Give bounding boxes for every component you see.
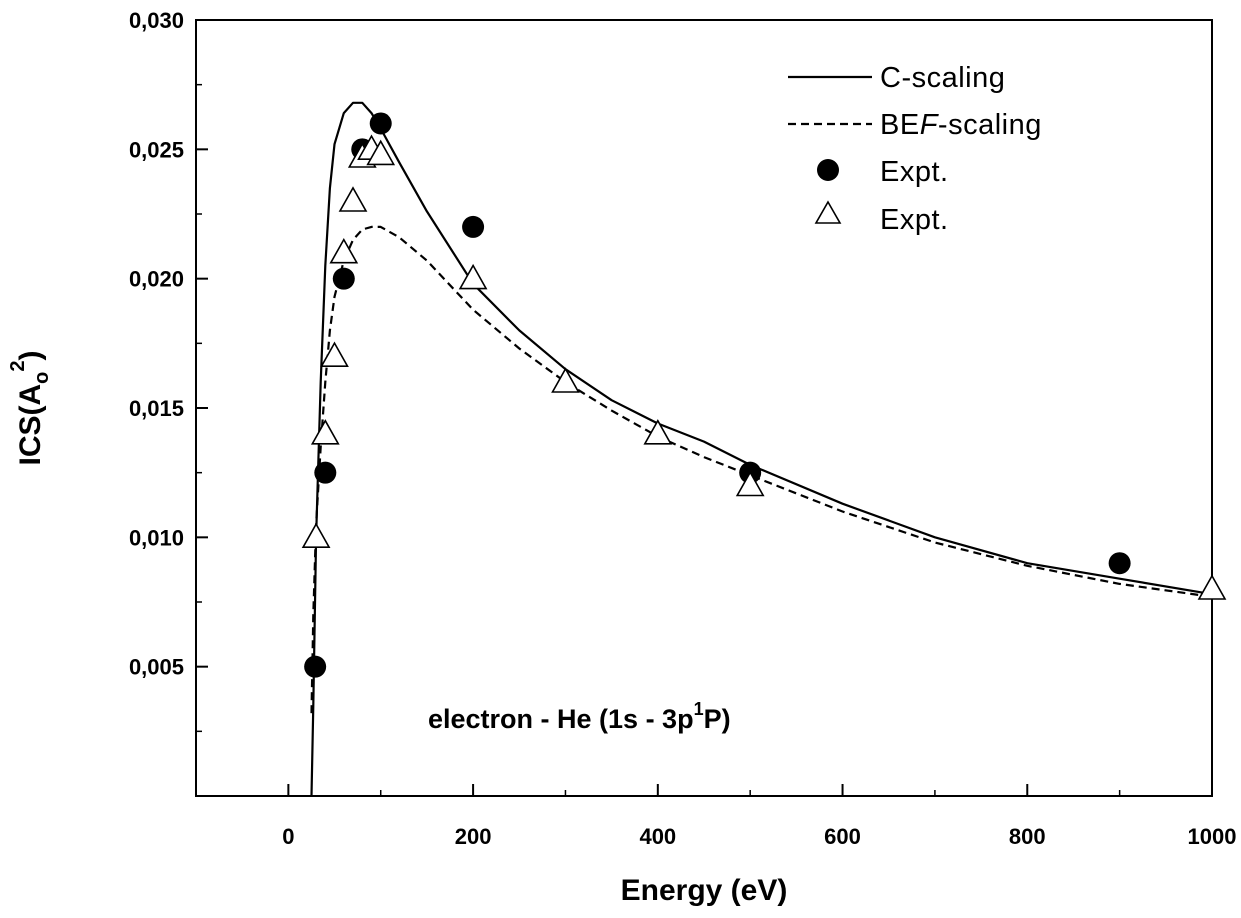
x-tick-label: 600 — [824, 824, 861, 849]
plot-frame — [195, 19, 1213, 797]
annotation-post: P) — [704, 704, 731, 734]
x-axis-ticks: 0 200 400 600 800 1000 — [282, 784, 1236, 849]
expt-triangle-point — [329, 237, 359, 264]
y-tick-label: 0,030 — [129, 8, 184, 33]
expt-circle-point — [1108, 552, 1131, 575]
expt-circle-point — [462, 215, 485, 238]
y-axis-title-main: ICS(A — [14, 384, 47, 466]
legend-expt-circle-label: Expt. — [880, 156, 949, 188]
expt-circle-point — [314, 461, 337, 484]
expt-triangle-point — [338, 186, 368, 212]
legend-bef-scaling-label: BEF-scaling — [880, 109, 1042, 141]
expt-triangle-point — [310, 419, 340, 445]
x-tick-label: 800 — [1009, 824, 1046, 849]
y-tick-label: 0,025 — [129, 137, 184, 162]
c-scaling-line — [310, 101, 1213, 797]
expt-circle-point — [304, 655, 327, 678]
y-axis-title: ICS(Ao2) — [7, 350, 53, 465]
legend-bef-rest: -scaling — [938, 109, 1042, 141]
expt-triangle-point — [1197, 574, 1227, 600]
legend-expt-triangle-label: Expt. — [880, 204, 949, 236]
x-tick-label: 1000 — [1188, 824, 1237, 849]
expt-triangle-point — [301, 522, 331, 549]
expt-triangle-point — [551, 367, 580, 393]
x-tick-label: 200 — [455, 824, 492, 849]
legend-circle-marker — [817, 159, 839, 181]
expt-circle-point — [369, 112, 392, 135]
x-tick-label: 0 — [282, 824, 294, 849]
annotation-sup: 1 — [694, 699, 704, 719]
legend-bef-be: BE — [880, 109, 920, 141]
legend: C-scaling BEF-scaling Expt. Expt. — [788, 62, 1042, 236]
bef-scaling-line — [310, 225, 1213, 714]
y-axis-title-sup: 2 — [7, 360, 29, 371]
expt-triangle-point — [643, 419, 673, 445]
expt-circle-point — [332, 267, 355, 290]
expt-triangle-point — [320, 341, 349, 368]
expt-triangle-point — [735, 470, 765, 497]
expt-triangle-point — [458, 263, 488, 290]
y-tick-label: 0,005 — [129, 655, 184, 680]
x-axis-title: Energy (eV) — [621, 874, 788, 907]
y-axis-ticks: 0,005 0,010 0,015 0,020 0,025 0,030 — [129, 8, 208, 680]
y-minor-ticks — [196, 83, 202, 733]
annotation-main: electron - He (1s - 3p — [428, 704, 694, 734]
expt-triangle-point — [366, 139, 396, 166]
y-tick-label: 0,010 — [129, 525, 184, 550]
x-minor-ticks — [195, 790, 1121, 796]
series-layer — [301, 101, 1227, 797]
y-tick-label: 0,020 — [129, 267, 184, 292]
y-axis-title-sub: o — [31, 372, 53, 384]
legend-triangle-marker — [814, 200, 842, 224]
legend-c-scaling-label: C-scaling — [880, 62, 1005, 94]
x-tick-label: 400 — [639, 824, 676, 849]
legend-bef-f: F — [920, 109, 940, 141]
reaction-annotation: electron - He (1s - 3p1P) — [428, 699, 731, 734]
y-axis-title-close: ) — [14, 350, 47, 360]
y-tick-label: 0,015 — [129, 396, 184, 421]
